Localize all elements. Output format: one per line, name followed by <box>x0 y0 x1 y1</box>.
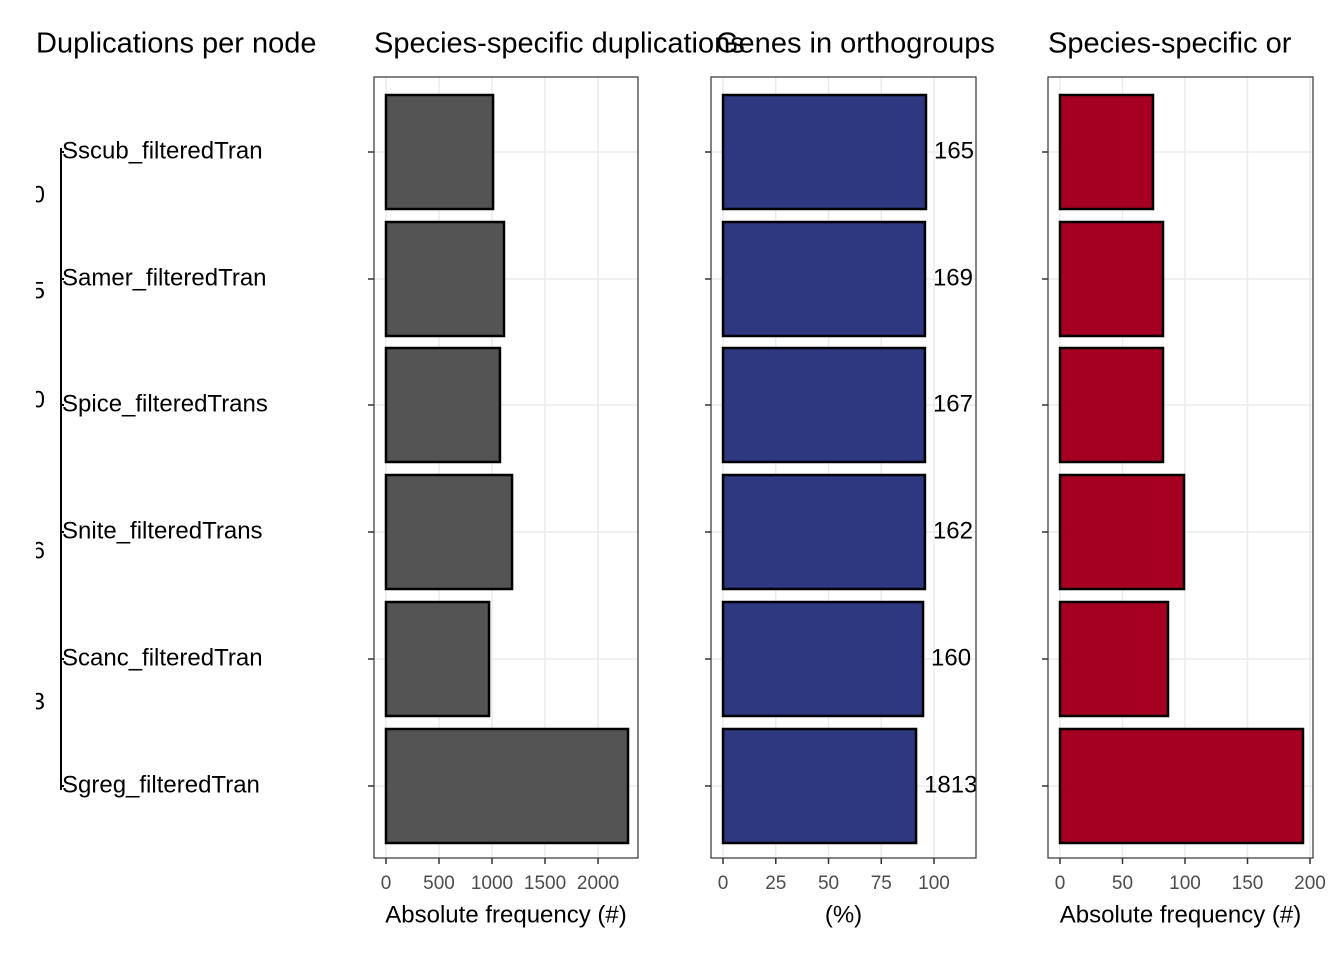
bar <box>384 600 491 718</box>
bar <box>1058 600 1170 718</box>
panel-border <box>373 76 639 859</box>
bar <box>384 93 495 211</box>
x-tick-label: 25 <box>765 873 786 894</box>
x-tick-label: 100 <box>1169 873 1201 894</box>
x-tick-label: 2000 <box>577 873 619 894</box>
value-label: 162 <box>933 517 973 544</box>
x-tick-label: 1500 <box>524 873 566 894</box>
leaf-label: Samer_filteredTran <box>62 264 267 291</box>
node-label: 0 <box>32 386 45 413</box>
bar <box>1058 473 1186 591</box>
value-label: 167 <box>933 390 973 417</box>
x-axis-label: Absolute frequency (#) <box>1060 901 1301 928</box>
node-label: 3 <box>32 688 45 715</box>
bar <box>1058 346 1165 464</box>
panel-title: Species-specific or <box>1048 28 1292 60</box>
leaf-label: Sscub_filteredTran <box>62 137 263 164</box>
leaf-label: Sgreg_filteredTran <box>62 771 260 798</box>
bar <box>721 93 928 211</box>
bar <box>721 220 927 338</box>
x-tick-label: 50 <box>1112 873 1133 894</box>
x-tick-label: 50 <box>818 873 839 894</box>
x-tick-label: 200 <box>1294 873 1326 894</box>
value-label: 1813 <box>924 771 977 798</box>
x-tick-label: 1000 <box>471 873 513 894</box>
node-label: 0 <box>32 181 45 208</box>
tree: Sscub_filteredTran Samer_filteredTran Spic… <box>32 137 268 798</box>
panel-title: Genes in orthogroups <box>716 28 995 60</box>
leaf-label: Spice_filteredTrans <box>62 390 268 417</box>
bar <box>384 346 502 464</box>
bar <box>384 473 514 591</box>
value-label: 160 <box>931 644 971 671</box>
value-label: 169 <box>933 264 973 291</box>
bar <box>721 600 925 718</box>
leaf-label: Snite_filteredTrans <box>62 517 263 544</box>
x-tick-label: 75 <box>871 873 892 894</box>
bar <box>1058 93 1155 211</box>
x-tick-label: 150 <box>1232 873 1264 894</box>
x-tick-label: 500 <box>423 873 455 894</box>
value-label: 165 <box>934 137 974 164</box>
leaf-label: Scanc_filteredTran <box>62 644 263 671</box>
x-tick-label: 0 <box>1055 873 1066 894</box>
bar <box>721 473 927 591</box>
panel-border <box>710 76 977 859</box>
bar <box>1058 220 1165 338</box>
x-tick-label: 0 <box>381 873 392 894</box>
bar <box>721 727 918 845</box>
x-tick-label: 0 <box>718 873 729 894</box>
node-label: 6 <box>32 537 45 564</box>
panel-title: Species-specific duplications <box>374 28 745 60</box>
node-label: 5 <box>32 277 45 304</box>
x-tick-label: 100 <box>918 873 950 894</box>
x-axis-label: (%) <box>825 901 862 928</box>
panel-title: Duplications per node <box>36 28 317 60</box>
x-axis-label: Absolute frequency (#) <box>385 901 626 928</box>
bar <box>721 346 927 464</box>
panel-border <box>1047 76 1314 859</box>
bar <box>1058 727 1305 845</box>
bar <box>384 220 506 338</box>
bar <box>384 727 630 845</box>
